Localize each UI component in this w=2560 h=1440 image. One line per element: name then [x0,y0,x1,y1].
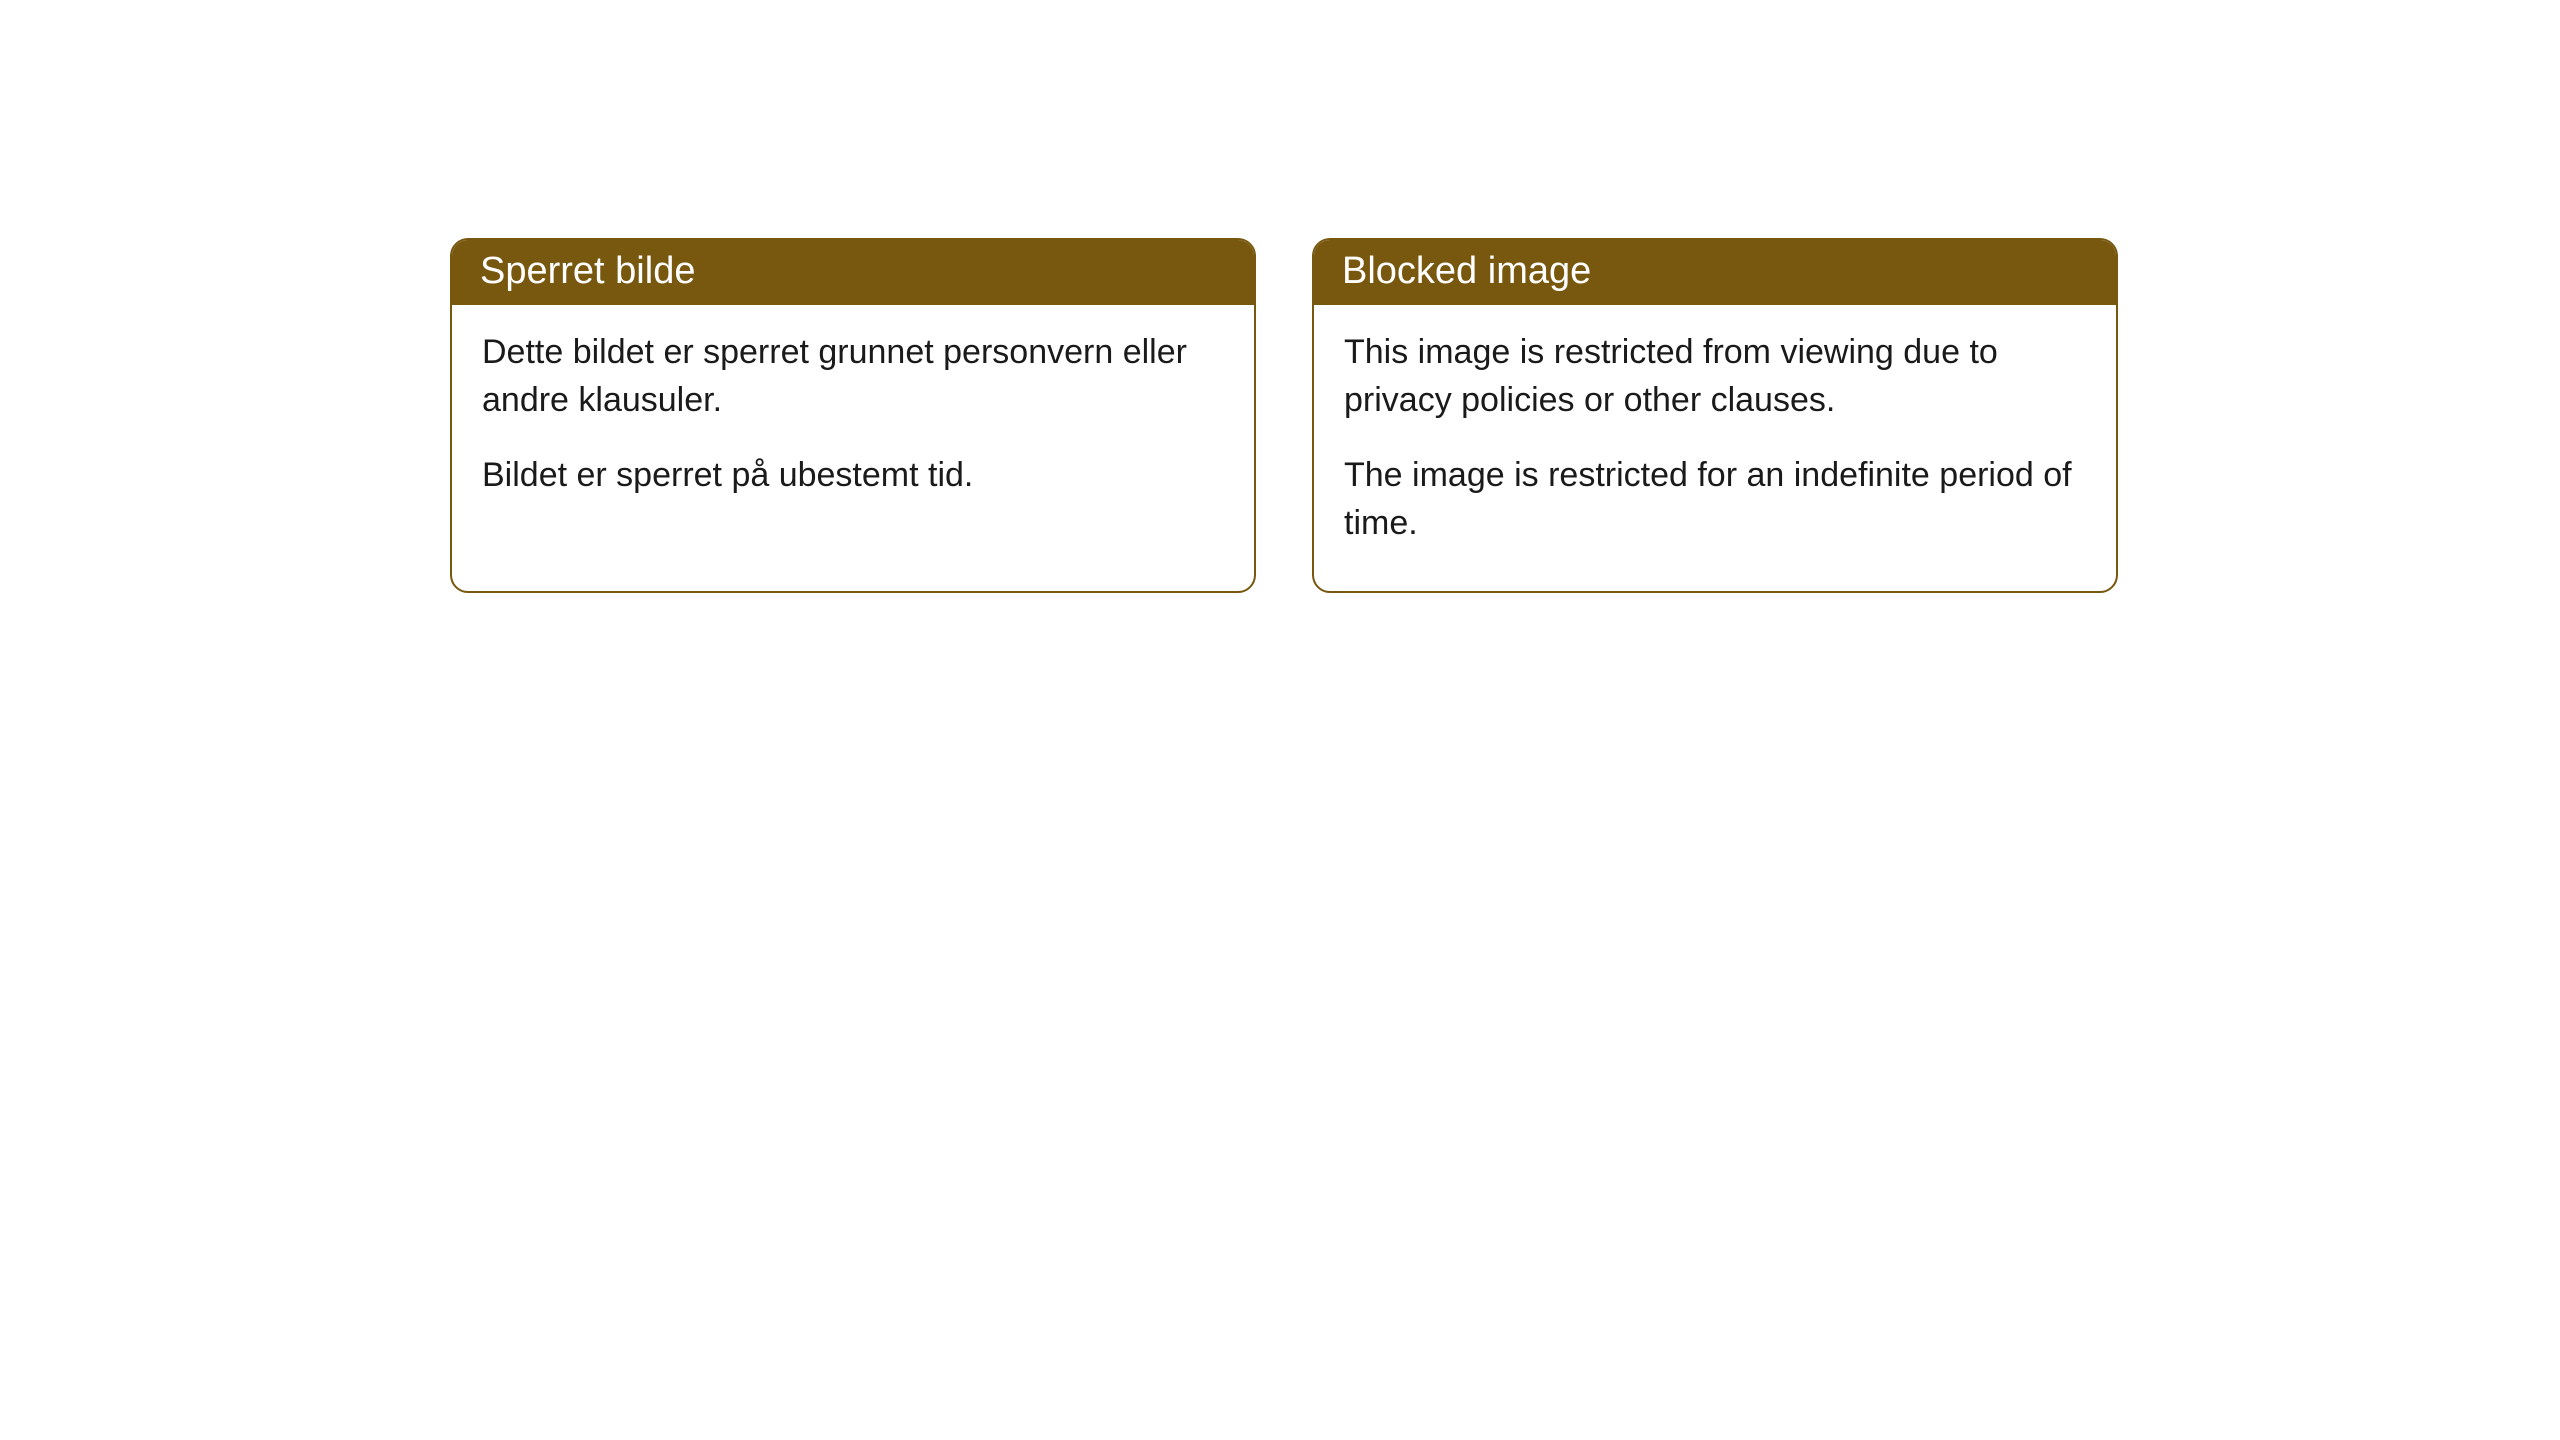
card-text-english-1: This image is restricted from viewing du… [1344,329,2086,424]
card-header-english: Blocked image [1314,240,2116,305]
blocked-image-card-english: Blocked image This image is restricted f… [1312,238,2118,593]
card-text-english-2: The image is restricted for an indefinit… [1344,452,2086,547]
card-body-norwegian: Dette bildet er sperret grunnet personve… [452,305,1254,544]
card-body-english: This image is restricted from viewing du… [1314,305,2116,591]
card-title-norwegian: Sperret bilde [480,250,695,292]
notice-container: Sperret bilde Dette bildet er sperret gr… [0,0,2560,593]
card-header-norwegian: Sperret bilde [452,240,1254,305]
card-text-norwegian-2: Bildet er sperret på ubestemt tid. [482,452,1224,500]
card-text-norwegian-1: Dette bildet er sperret grunnet personve… [482,329,1224,424]
card-title-english: Blocked image [1342,250,1591,292]
blocked-image-card-norwegian: Sperret bilde Dette bildet er sperret gr… [450,238,1256,593]
